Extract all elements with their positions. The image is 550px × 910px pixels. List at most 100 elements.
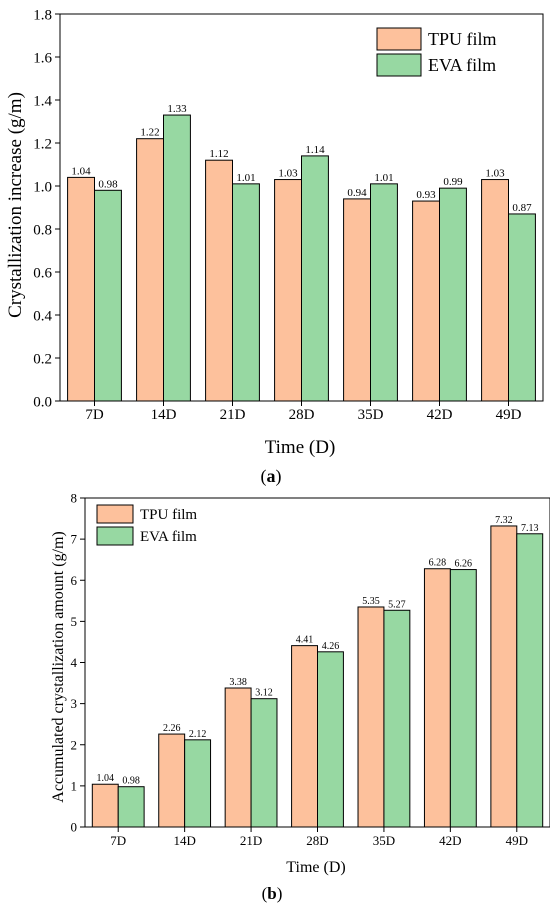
x-tick-label: 42D	[439, 833, 461, 848]
y-tick-label: 3	[71, 696, 78, 711]
y-tick-label: 1.0	[33, 179, 52, 195]
bar-tpu	[291, 645, 318, 828]
legend-label: EVA film	[428, 55, 496, 75]
data-label: 0.94	[347, 187, 367, 199]
legend-swatch-tpu	[96, 504, 134, 524]
chart-panel-b: Accumulated crystallization amount (g/m)…	[50, 491, 550, 903]
x-tick-label: 7D	[85, 407, 104, 423]
bar-eva	[508, 213, 536, 402]
x-tick-label: 35D	[358, 407, 384, 423]
caption-letter: a	[267, 466, 276, 486]
y-tick-label: 1.4	[33, 93, 52, 109]
chart-panel-a: Crystallization increase (g/m) Time (D) …	[5, 7, 544, 487]
x-tick-label: 21D	[240, 833, 262, 848]
x-tick-label: 28D	[306, 833, 328, 848]
bar-tpu	[357, 606, 385, 828]
data-label: 1.04	[71, 165, 91, 177]
data-label: 0.99	[443, 176, 463, 188]
x-tick-label: 49D	[496, 407, 522, 423]
bar-tpu	[274, 179, 302, 402]
x-tick-label: 28D	[289, 407, 315, 423]
y-tick-label: 8	[71, 491, 78, 506]
data-label: 2.12	[189, 729, 207, 740]
panel-caption: (b)	[262, 884, 283, 903]
x-axis-label: Time (D)	[286, 859, 345, 876]
x-tick-label: 35D	[373, 833, 395, 848]
panel-caption: (a)	[261, 466, 282, 487]
bar-tpu	[423, 568, 451, 828]
data-label: 5.27	[388, 599, 406, 610]
data-label: 6.28	[429, 558, 447, 569]
data-label: 2.26	[163, 723, 181, 734]
data-label: 1.12	[209, 148, 228, 160]
y-tick-label: 1.8	[33, 7, 52, 23]
bar-tpu	[67, 176, 95, 402]
y-tick-label: 1.2	[33, 136, 52, 152]
bar-eva	[439, 187, 467, 402]
y-axis-label: Accumulated crystallization amount (g/m)	[50, 531, 67, 802]
bar-eva	[301, 155, 329, 402]
y-tick-label: 0.8	[33, 222, 52, 238]
y-tick-label: 0.0	[33, 394, 52, 410]
y-tick-label: 6	[71, 573, 78, 588]
legend-label: TPU film	[428, 29, 497, 49]
legend-label: EVA film	[140, 529, 197, 545]
bar-eva	[250, 698, 278, 828]
bar-tpu	[343, 198, 371, 402]
x-tick-label: 14D	[151, 407, 177, 423]
bar-eva	[117, 786, 145, 828]
legend-swatch-tpu	[376, 27, 422, 51]
bar-eva	[449, 569, 477, 828]
bar-eva	[232, 183, 260, 402]
data-label: 1.14	[305, 144, 325, 156]
y-tick-label: 0	[71, 820, 78, 835]
x-tick-label: 42D	[427, 407, 453, 423]
data-label: 0.98	[98, 178, 118, 190]
data-label: 1.03	[278, 168, 298, 180]
data-label: 4.41	[296, 635, 314, 646]
x-tick-label: 21D	[220, 407, 246, 423]
x-tick-label: 7D	[110, 833, 126, 848]
data-label: 1.01	[236, 172, 255, 184]
y-tick-label: 2	[71, 737, 78, 752]
data-label: 3.38	[229, 677, 247, 688]
y-axis-label: Crystallization increase (g/m)	[5, 92, 26, 318]
data-label: 1.01	[374, 172, 393, 184]
y-tick-label: 1	[71, 778, 78, 793]
data-label: 0.87	[512, 202, 532, 214]
bar-eva	[163, 114, 191, 402]
y-tick-label: 0.2	[33, 351, 52, 367]
y-tick-label: 4	[71, 655, 78, 670]
y-tick-label: 1.6	[33, 50, 52, 66]
data-label: 6.26	[455, 559, 473, 570]
data-label: 0.93	[416, 189, 436, 201]
data-label: 0.98	[122, 776, 140, 787]
y-tick-label: 0.4	[33, 308, 52, 324]
x-tick-label: 49D	[506, 833, 528, 848]
data-label: 7.32	[495, 515, 513, 526]
legend-swatch-eva	[96, 526, 134, 546]
data-label: 5.35	[362, 596, 380, 607]
bar-eva	[370, 183, 398, 402]
data-label: 1.03	[485, 168, 505, 180]
data-label: 1.04	[97, 773, 115, 784]
bar-eva	[94, 189, 122, 402]
bar-tpu	[158, 733, 186, 828]
legend-label: TPU film	[140, 507, 197, 523]
y-tick-label: 7	[71, 532, 78, 547]
data-label: 1.33	[167, 103, 187, 115]
bar-tpu	[91, 783, 119, 828]
bar-tpu	[205, 159, 233, 402]
x-tick-label: 14D	[173, 833, 195, 848]
x-axis-label: Time (D)	[265, 437, 336, 458]
data-label: 4.26	[322, 641, 340, 652]
bar-tpu	[412, 200, 440, 402]
data-label: 1.22	[140, 127, 159, 139]
bar-tpu	[224, 687, 252, 828]
bar-tpu	[136, 138, 164, 402]
bar-tpu	[481, 179, 509, 402]
bar-eva	[516, 533, 544, 828]
y-tick-label: 5	[71, 614, 78, 629]
data-label: 7.13	[521, 523, 539, 534]
